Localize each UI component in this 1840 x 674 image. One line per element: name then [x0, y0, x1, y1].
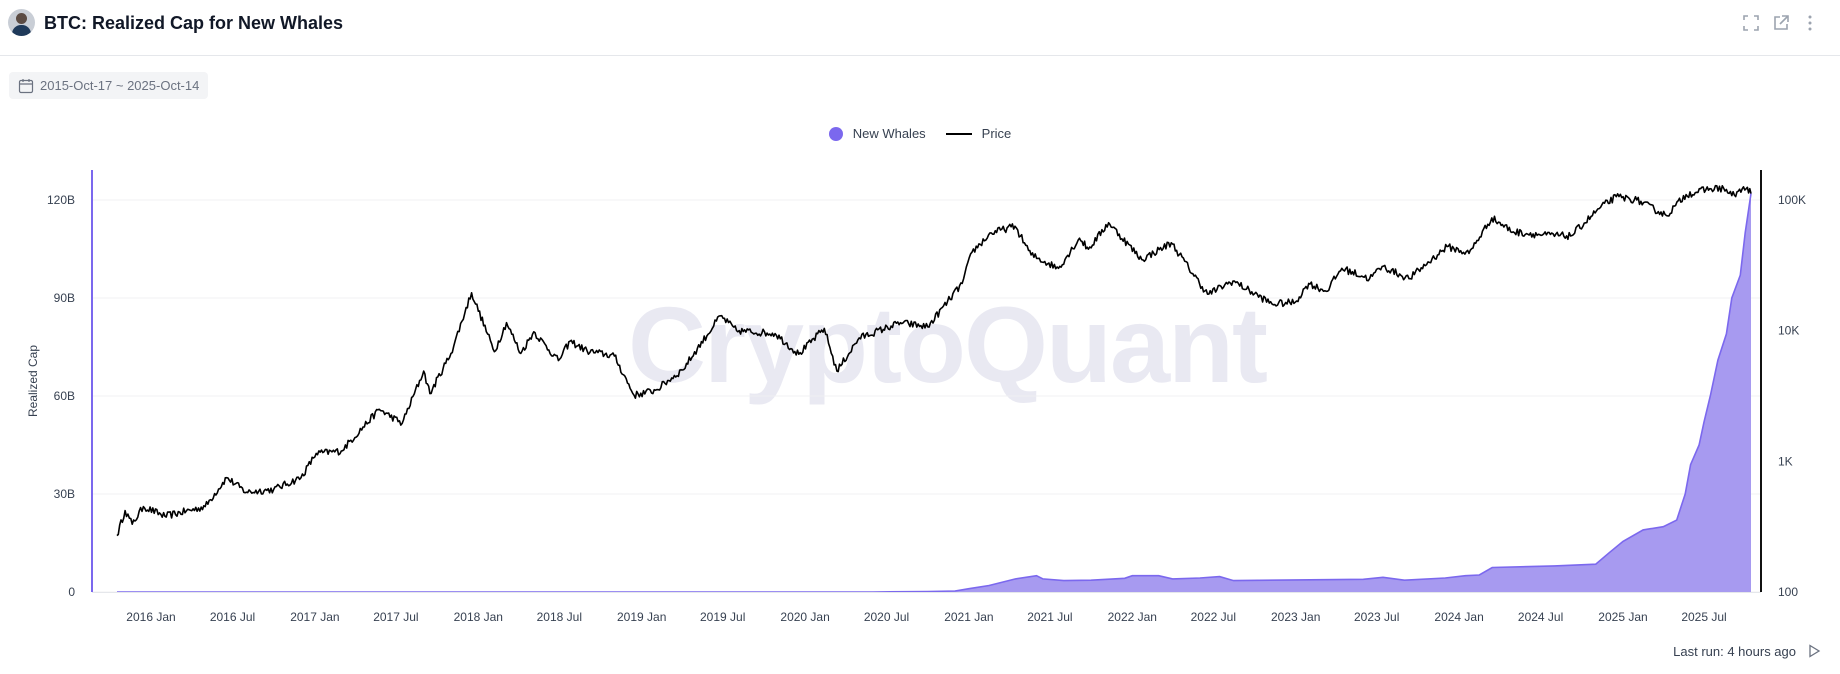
y-right-tick-label: 10K — [1778, 324, 1799, 338]
legend-label-new-whales: New Whales — [852, 126, 926, 141]
x-axis-ticks: 2016 Jan 2016 Jul 2017 Jan 2017 Jul 2018 Jan… — [126, 610, 1726, 624]
chart-legend: New Whales Price — [0, 126, 1840, 141]
x-tick-label: 2018 Jan — [454, 610, 503, 624]
axes — [91, 170, 1762, 593]
x-tick-label: 2025 Jul — [1681, 610, 1726, 624]
x-tick-label: 2021 Jul — [1027, 610, 1072, 624]
x-tick-label: 2022 Jan — [1108, 610, 1157, 624]
calendar-icon — [18, 78, 34, 93]
legend-item-price[interactable]: Price — [945, 126, 1012, 141]
y-left-ticks: 0 30B 60B 90B 120B Realized Cap — [26, 193, 75, 599]
x-tick-label: 2019 Jul — [700, 610, 745, 624]
new-whales-area — [117, 193, 1751, 592]
avatar-body — [12, 25, 31, 36]
more-vertical-icon[interactable] — [1800, 13, 1820, 33]
x-tick-label: 2018 Jul — [537, 610, 582, 624]
new-whales-series — [117, 193, 1752, 593]
x-tick-label: 2024 Jan — [1434, 610, 1483, 624]
x-tick-label: 2019 Jan — [617, 610, 666, 624]
date-range-label: 2015-Oct-17 ~ 2025-Oct-14 — [40, 78, 200, 93]
y-left-tick-label: 30B — [54, 487, 75, 501]
x-tick-label: 2024 Jul — [1518, 610, 1563, 624]
price-line — [116, 184, 1752, 537]
y-left-tick-label: 0 — [68, 585, 75, 599]
avatar-head — [16, 13, 27, 24]
y-right-tick-label: 100 — [1778, 585, 1798, 599]
y-right-tick-label: 1K — [1778, 454, 1793, 468]
y-left-tick-label: 120B — [47, 193, 75, 207]
play-icon[interactable] — [1806, 643, 1822, 659]
x-tick-label: 2017 Jul — [373, 610, 418, 624]
y-left-tick-label: 60B — [54, 389, 75, 403]
legend-swatch-price — [945, 132, 972, 135]
x-tick-label: 2023 Jul — [1354, 610, 1399, 624]
legend-swatch-new-whales — [828, 126, 843, 141]
x-tick-label: 2025 Jan — [1598, 610, 1647, 624]
last-run-label: Last run: 4 hours ago — [1673, 643, 1796, 659]
date-range-picker[interactable]: 2015-Oct-17 ~ 2025-Oct-14 — [9, 72, 209, 99]
x-tick-label: 2016 Jan — [126, 610, 175, 624]
x-tick-label: 2023 Jan — [1271, 610, 1320, 624]
fullscreen-icon[interactable] — [1741, 13, 1761, 33]
x-tick-label: 2021 Jan — [944, 610, 993, 624]
page-title: BTC: Realized Cap for New Whales — [44, 13, 344, 33]
legend-item-new-whales[interactable]: New Whales — [828, 126, 926, 141]
y-right-ticks: 100 1K 10K 100K — [1778, 193, 1806, 599]
new-whales-line — [117, 193, 1752, 593]
y-left-tick-label: 90B — [54, 291, 75, 305]
footer: Last run: 4 hours ago — [1673, 643, 1822, 659]
legend-label-price: Price — [981, 126, 1012, 141]
grid-lines — [92, 199, 1760, 593]
y-left-axis-label: Realized Cap — [26, 345, 40, 417]
x-tick-label: 2022 Jul — [1191, 610, 1236, 624]
avatar[interactable] — [8, 9, 35, 36]
price-series — [116, 184, 1752, 537]
x-tick-label: 2017 Jan — [290, 610, 339, 624]
x-tick-label: 2020 Jan — [780, 610, 829, 624]
x-tick-label: 2020 Jul — [864, 610, 909, 624]
chart-header: BTC: Realized Cap for New Whales — [0, 0, 1840, 56]
y-right-tick-label: 100K — [1778, 193, 1806, 207]
x-tick-label: 2016 Jul — [210, 610, 255, 624]
external-link-icon[interactable] — [1771, 13, 1791, 33]
